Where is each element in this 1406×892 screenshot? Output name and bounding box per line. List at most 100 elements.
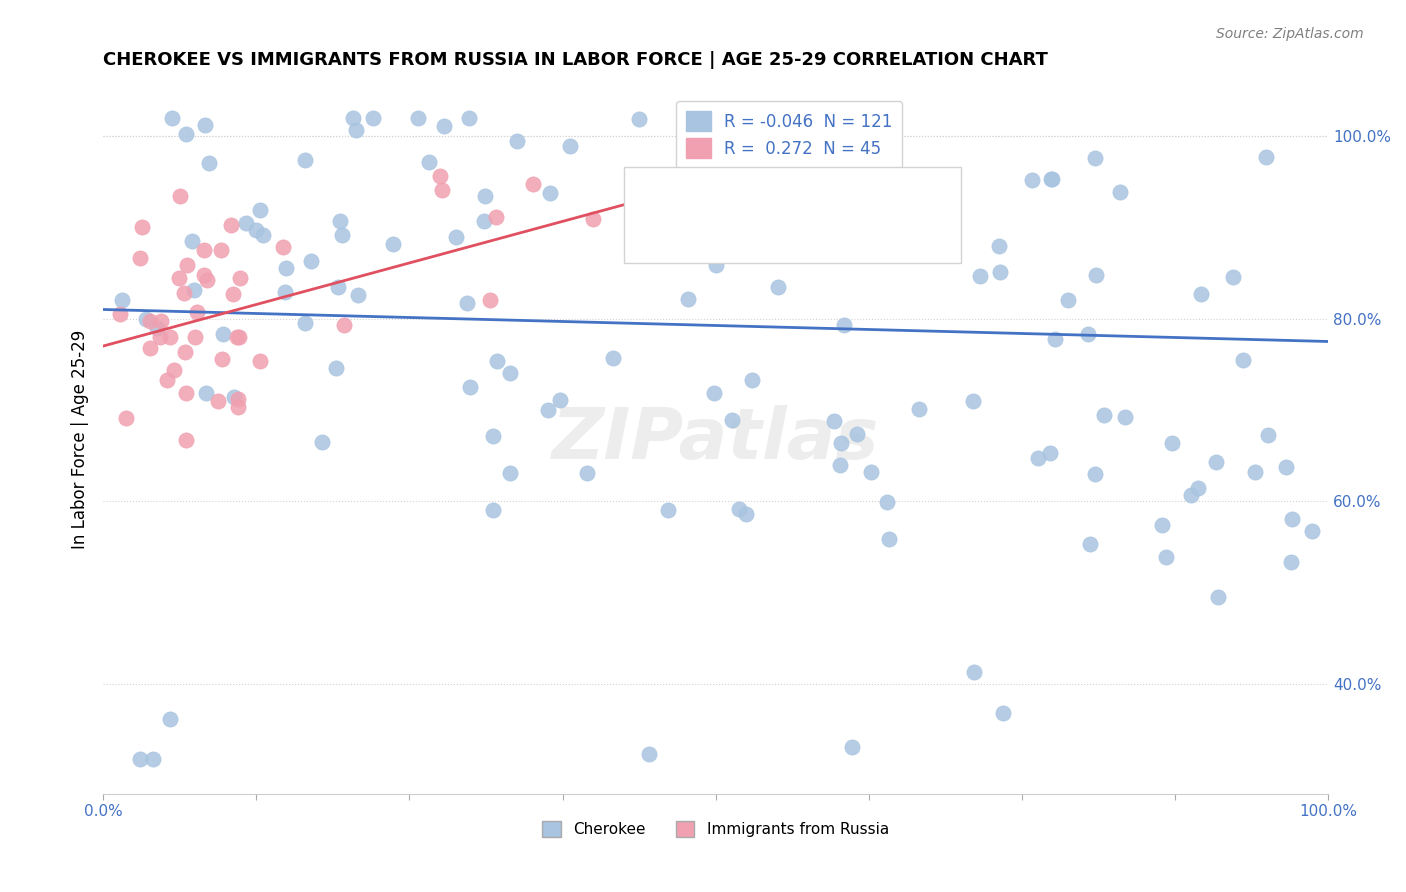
Point <box>1161 436 1184 450</box>
Point <box>1056 293 1078 307</box>
Point <box>276 261 298 276</box>
Point <box>1021 172 1043 186</box>
Point <box>499 366 522 380</box>
Point <box>830 458 852 472</box>
Point <box>988 239 1011 253</box>
Point <box>361 111 384 125</box>
Point <box>1040 171 1063 186</box>
Point <box>834 318 856 333</box>
Point <box>167 271 190 285</box>
Point <box>1084 151 1107 165</box>
Point <box>1187 481 1209 495</box>
Point <box>575 466 598 480</box>
Text: Source: ZipAtlas.com: Source: ZipAtlas.com <box>1216 27 1364 41</box>
Point <box>146 320 169 334</box>
Point <box>235 216 257 230</box>
Point <box>713 165 735 179</box>
Point <box>228 330 250 344</box>
Point <box>111 293 134 308</box>
Point <box>194 118 217 132</box>
Point <box>538 186 561 201</box>
Point <box>1189 286 1212 301</box>
Point <box>342 111 364 125</box>
Point <box>174 386 197 401</box>
Point <box>1222 270 1244 285</box>
Point <box>457 111 479 125</box>
Point <box>485 354 508 368</box>
Point <box>299 254 322 268</box>
Point <box>329 214 352 228</box>
Point <box>548 392 571 407</box>
FancyBboxPatch shape <box>624 167 960 262</box>
Point <box>418 154 440 169</box>
Point <box>830 435 852 450</box>
Point <box>499 466 522 480</box>
Point <box>934 235 956 249</box>
Point <box>700 132 723 146</box>
Point <box>1078 537 1101 551</box>
Point <box>676 292 699 306</box>
Point <box>738 168 761 182</box>
Point <box>222 390 245 404</box>
Point <box>1281 511 1303 525</box>
Point <box>1243 465 1265 479</box>
Point <box>142 752 165 766</box>
Point <box>505 135 527 149</box>
Point <box>581 212 603 227</box>
Point <box>1039 446 1062 460</box>
Point <box>841 739 863 754</box>
Point <box>249 202 271 217</box>
Point <box>245 223 267 237</box>
Point <box>129 751 152 765</box>
Point <box>1084 268 1107 283</box>
Point <box>522 177 544 191</box>
Point <box>762 186 785 200</box>
Point <box>628 112 651 127</box>
Point <box>741 373 763 387</box>
Point <box>860 466 883 480</box>
Point <box>1092 408 1115 422</box>
Point <box>735 507 758 521</box>
Point <box>537 403 560 417</box>
Point <box>728 502 751 516</box>
Point <box>173 285 195 300</box>
Point <box>249 354 271 368</box>
Point <box>176 258 198 272</box>
Point <box>219 218 242 232</box>
Point <box>877 532 900 546</box>
Point <box>456 295 478 310</box>
Point <box>193 268 215 282</box>
Point <box>969 268 991 283</box>
Point <box>194 386 217 401</box>
Point <box>481 502 503 516</box>
Point <box>114 410 136 425</box>
Point <box>963 665 986 680</box>
Point <box>174 433 197 447</box>
Point <box>162 363 184 377</box>
Point <box>988 265 1011 279</box>
Point <box>222 287 245 301</box>
Point <box>721 413 744 427</box>
Y-axis label: In Labor Force | Age 25-29: In Labor Force | Age 25-29 <box>72 330 89 549</box>
Point <box>602 351 624 366</box>
Point <box>1275 460 1298 475</box>
Point <box>108 307 131 321</box>
Point <box>183 330 205 344</box>
Point <box>311 434 333 449</box>
Point <box>432 182 454 196</box>
Point <box>429 169 451 184</box>
Point <box>908 402 931 417</box>
Point <box>1256 150 1278 164</box>
Point <box>174 128 197 142</box>
Point <box>472 213 495 227</box>
Point <box>273 285 295 300</box>
Point <box>159 712 181 726</box>
Legend: Cherokee, Immigrants from Russia: Cherokee, Immigrants from Russia <box>536 815 896 843</box>
Point <box>1152 517 1174 532</box>
Point <box>704 259 727 273</box>
Point <box>129 251 152 265</box>
Point <box>226 330 249 344</box>
Text: CHEROKEE VS IMMIGRANTS FROM RUSSIA IN LABOR FORCE | AGE 25-29 CORRELATION CHART: CHEROKEE VS IMMIGRANTS FROM RUSSIA IN LA… <box>103 51 1047 69</box>
Point <box>135 311 157 326</box>
Point <box>962 394 984 409</box>
